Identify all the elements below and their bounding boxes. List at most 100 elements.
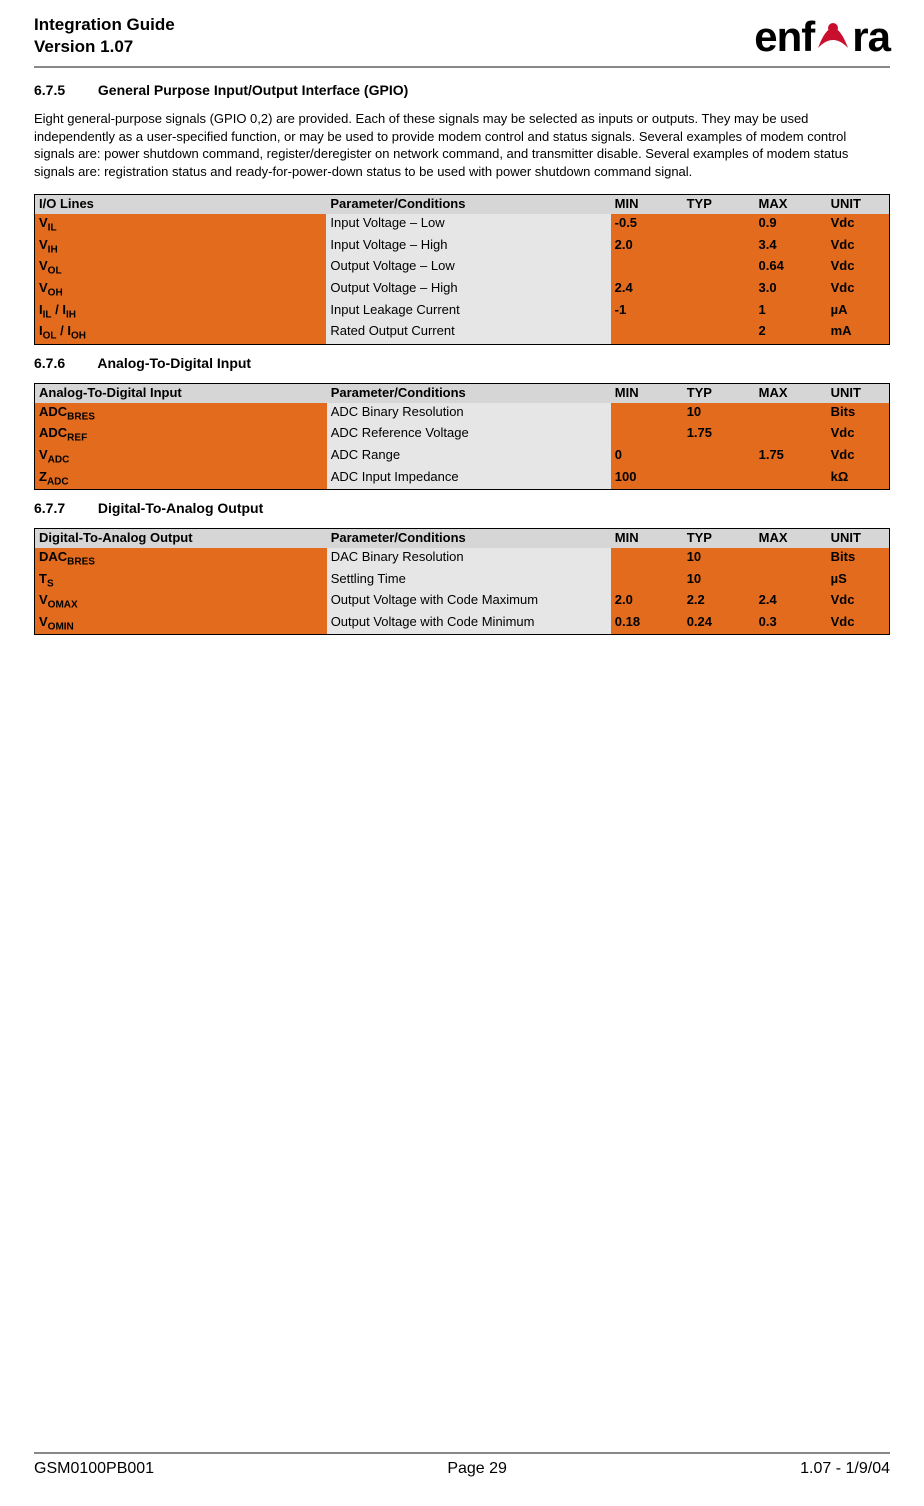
row-param: DAC Binary Resolution [327, 548, 611, 570]
col-min: MIN [611, 195, 683, 214]
row-typ [683, 301, 755, 323]
row-symbol: VOH [35, 279, 327, 301]
row-param: Output Voltage with Code Maximum [327, 591, 611, 613]
row-min: 100 [611, 468, 683, 490]
row-max: 0.3 [755, 613, 827, 635]
row-min: 0 [611, 446, 683, 468]
row-min [611, 424, 683, 446]
footer-left: GSM0100PB001 [34, 1460, 154, 1478]
row-max: 1 [755, 301, 827, 323]
brand-prefix: enf [754, 16, 814, 58]
row-unit: Vdc [827, 591, 890, 613]
row-symbol: VOL [35, 257, 327, 279]
col-typ: TYP [683, 383, 755, 402]
row-param: Output Voltage with Code Minimum [327, 613, 611, 635]
adc-table: Analog-To-Digital InputParameter/Conditi… [34, 383, 890, 490]
page-footer: GSM0100PB001 Page 29 1.07 - 1/9/04 [34, 1452, 890, 1478]
row-unit: Vdc [827, 236, 890, 258]
row-typ [683, 446, 755, 468]
row-unit: kΩ [827, 468, 890, 490]
section-heading-adc: 6.7.6 Analog-To-Digital Input [34, 355, 890, 371]
row-param: Rated Output Current [326, 322, 610, 344]
col-max: MAX [755, 383, 827, 402]
row-min [611, 548, 683, 570]
row-param: ADC Binary Resolution [327, 403, 611, 425]
brand-swoosh-icon [814, 14, 852, 58]
col-min: MIN [611, 383, 683, 402]
row-max: 1.75 [755, 446, 827, 468]
col-unit: UNIT [827, 529, 890, 548]
section-heading-gpio: 6.7.5 General Purpose Input/Output Inter… [34, 82, 890, 98]
brand-logo: enf ra [754, 14, 890, 58]
footer-right: 1.07 - 1/9/04 [800, 1460, 890, 1478]
row-min [611, 570, 683, 592]
row-min: -1 [611, 301, 683, 323]
row-typ [683, 214, 755, 236]
row-min [611, 257, 683, 279]
row-symbol: ZADC [35, 468, 327, 490]
row-symbol: IIL / IIH [35, 301, 327, 323]
col-min: MIN [611, 529, 683, 548]
row-param: ADC Range [327, 446, 611, 468]
col-param: Parameter/Conditions [326, 195, 610, 214]
row-symbol: VADC [35, 446, 327, 468]
row-typ [683, 257, 755, 279]
row-min [611, 403, 683, 425]
col-typ: TYP [683, 195, 755, 214]
section-title-adc: Analog-To-Digital Input [97, 355, 251, 371]
row-typ: 10 [683, 403, 755, 425]
row-param: Settling Time [327, 570, 611, 592]
row-min: 2.4 [611, 279, 683, 301]
row-symbol: TS [35, 570, 327, 592]
row-max: 0.9 [755, 214, 827, 236]
row-unit: µA [827, 301, 890, 323]
col-name: Analog-To-Digital Input [35, 383, 327, 402]
row-param: Output Voltage – Low [326, 257, 610, 279]
row-symbol: VIL [35, 214, 327, 236]
row-typ [683, 468, 755, 490]
row-typ: 2.2 [683, 591, 755, 613]
section-title-gpio: General Purpose Input/Output Interface (… [98, 82, 408, 98]
col-param: Parameter/Conditions [327, 383, 611, 402]
row-unit: Vdc [827, 214, 890, 236]
row-unit: Vdc [827, 613, 890, 635]
section-num-gpio: 6.7.5 [34, 82, 94, 98]
row-unit: Vdc [827, 424, 890, 446]
row-unit: µS [827, 570, 890, 592]
doc-title-line1: Integration Guide [34, 15, 175, 34]
row-param: ADC Input Impedance [327, 468, 611, 490]
row-min: 0.18 [611, 613, 683, 635]
row-typ [683, 236, 755, 258]
section-heading-dac: 6.7.7 Digital-To-Analog Output [34, 500, 890, 516]
row-max [755, 548, 827, 570]
row-max: 3.4 [755, 236, 827, 258]
row-max [755, 403, 827, 425]
row-symbol: ADCBRES [35, 403, 327, 425]
row-max: 2.4 [755, 591, 827, 613]
row-typ: 0.24 [683, 613, 755, 635]
row-typ: 10 [683, 570, 755, 592]
row-max: 3.0 [755, 279, 827, 301]
section-title-dac: Digital-To-Analog Output [98, 500, 263, 516]
section-num-adc: 6.7.6 [34, 355, 94, 371]
row-unit: mA [827, 322, 890, 344]
row-param: ADC Reference Voltage [327, 424, 611, 446]
row-symbol: ADCREF [35, 424, 327, 446]
row-typ: 10 [683, 548, 755, 570]
row-min: 2.0 [611, 236, 683, 258]
row-max [755, 468, 827, 490]
row-unit: Bits [827, 403, 890, 425]
col-name: I/O Lines [35, 195, 327, 214]
row-unit: Vdc [827, 279, 890, 301]
row-unit: Vdc [827, 446, 890, 468]
page-header: Integration Guide Version 1.07 enf ra [34, 14, 890, 68]
row-param: Input Voltage – High [326, 236, 610, 258]
dac-table: Digital-To-Analog OutputParameter/Condit… [34, 528, 890, 635]
footer-center: Page 29 [447, 1460, 507, 1478]
row-typ [683, 279, 755, 301]
doc-title: Integration Guide Version 1.07 [34, 14, 175, 58]
row-symbol: DACBRES [35, 548, 327, 570]
row-min: -0.5 [611, 214, 683, 236]
gpio-paragraph: Eight general-purpose signals (GPIO 0,2)… [34, 110, 890, 180]
row-max: 2 [755, 322, 827, 344]
